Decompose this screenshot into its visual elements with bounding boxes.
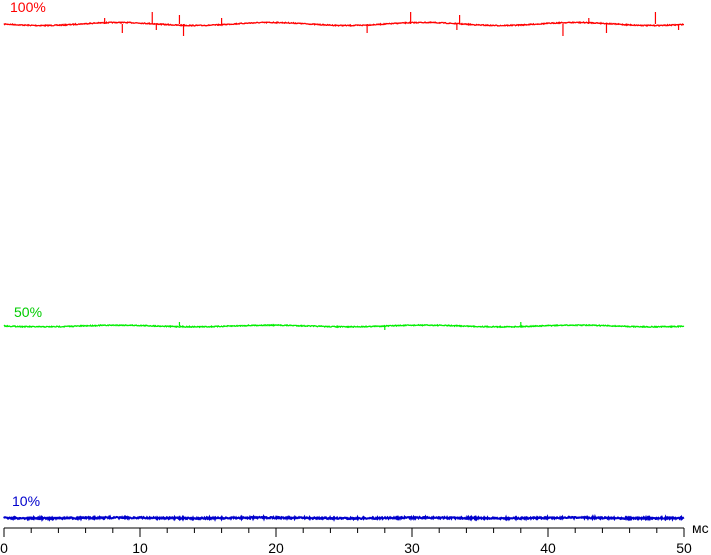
x-tick-label: 30 [404,540,420,555]
x-tick-label: 10 [132,540,148,555]
x-tick-label: 50 [676,540,692,555]
series-label-50: 50% [14,304,42,320]
x-tick-label: 40 [540,540,556,555]
x-tick-label: 0 [0,540,8,555]
x-axis-unit: мс [692,520,709,536]
series-label-10: 10% [12,493,40,509]
series-trace-100% [3,20,685,28]
series-trace-10% [3,513,685,522]
series-label-100: 100% [10,0,46,15]
series-trace-50% [3,323,685,329]
x-tick-label: 20 [268,540,284,555]
